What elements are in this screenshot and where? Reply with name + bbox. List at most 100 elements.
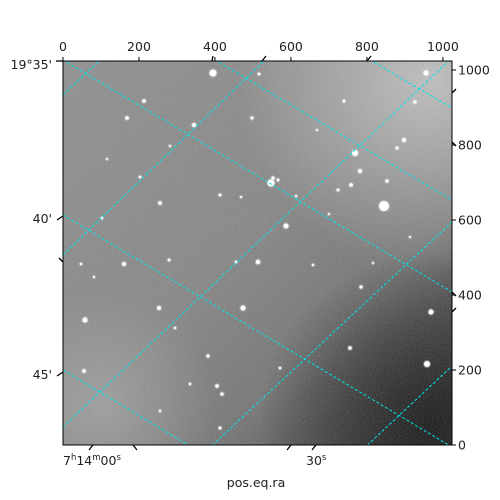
top-tick-label-5: 1000 <box>427 39 459 54</box>
world-tick-5 <box>132 444 138 451</box>
star-34 <box>82 369 86 373</box>
world-tick-11 <box>451 88 457 94</box>
star-16 <box>142 99 146 103</box>
world-tick-9 <box>261 55 267 62</box>
star-26 <box>336 188 340 192</box>
star-30 <box>276 178 280 182</box>
grid-line-9 <box>366 365 452 445</box>
star-29 <box>271 176 275 180</box>
grid-line-4 <box>370 61 452 109</box>
star-23 <box>395 146 399 150</box>
star-36 <box>167 258 171 262</box>
plot-frame <box>62 60 453 446</box>
top-tick-label-4: 800 <box>355 39 379 54</box>
grid-line-5 <box>63 61 100 96</box>
star-17 <box>250 116 254 120</box>
top-tick-label-0: 0 <box>59 39 67 54</box>
grid-line-1 <box>63 214 450 445</box>
star-field <box>78 68 435 431</box>
star-44 <box>173 326 177 330</box>
star-11 <box>157 306 161 310</box>
star-52 <box>328 213 330 215</box>
ra-tick-label-2: 30s <box>306 453 327 468</box>
world-tick-1 <box>56 215 64 221</box>
dec-tick-label-3: 45' <box>33 367 52 382</box>
star-2 <box>267 179 275 187</box>
sky-image <box>63 61 452 445</box>
star-4 <box>423 70 429 76</box>
star-47 <box>106 158 108 160</box>
grid-line-7 <box>63 61 450 428</box>
world-tick-6 <box>286 444 292 451</box>
star-33 <box>206 354 210 358</box>
world-tick-4 <box>88 444 94 451</box>
star-0 <box>209 69 217 77</box>
star-50 <box>92 275 96 279</box>
star-31 <box>215 384 219 388</box>
coordinate-grid <box>63 61 452 445</box>
star-49 <box>158 409 162 413</box>
right-tick-label-0: 0 <box>458 438 466 453</box>
star-3 <box>352 150 358 156</box>
world-ticks <box>56 55 457 451</box>
star-25 <box>413 100 417 104</box>
star-8 <box>82 317 88 323</box>
world-tick-3 <box>56 371 64 377</box>
world-tick-2 <box>58 257 64 263</box>
star-13 <box>192 123 196 127</box>
star-27 <box>218 193 222 197</box>
star-43 <box>234 260 238 264</box>
star-10 <box>255 259 261 265</box>
star-15 <box>158 201 162 205</box>
world-tick-14 <box>451 307 457 313</box>
star-55 <box>409 236 411 238</box>
pixel-ticks: 0 200 400 600 800 1000 0 200 400 600 800 1000 <box>59 39 490 453</box>
right-tick-label-2: 400 <box>458 288 482 303</box>
top-tick-label-3: 600 <box>279 39 303 54</box>
dec-tick-label-2: 40' <box>33 211 52 226</box>
star-45 <box>294 194 298 198</box>
star-5 <box>428 309 434 315</box>
star-28 <box>257 72 261 76</box>
right-tick-label-3: 600 <box>458 213 482 228</box>
world-tick-12 <box>451 141 457 147</box>
x-axis-title: pos.eq.ra <box>227 475 285 490</box>
world-tick-13 <box>451 291 457 297</box>
star-41 <box>79 262 83 266</box>
star-19 <box>349 183 353 187</box>
star-7 <box>240 305 246 311</box>
grid-line-6 <box>63 61 265 256</box>
star-9 <box>283 223 289 229</box>
right-tick-label-4: 800 <box>458 138 482 153</box>
star-14 <box>125 116 129 120</box>
world-tick-10 <box>366 55 372 62</box>
top-tick-label-2: 400 <box>203 39 227 54</box>
top-tick-label-1: 200 <box>127 39 151 54</box>
star-51 <box>239 195 243 199</box>
right-tick-label-1: 200 <box>458 363 482 378</box>
star-12 <box>122 262 126 266</box>
ra-tick-label-1: 7h14m00s <box>63 453 121 468</box>
star-22 <box>402 138 406 142</box>
star-20 <box>359 285 363 289</box>
star-48 <box>188 382 192 386</box>
grid-line-3 <box>215 61 452 201</box>
world-tick-8 <box>211 55 214 62</box>
dec-tick-label-1: 19°35' <box>11 57 53 72</box>
star-24 <box>385 179 389 183</box>
grid-line-0 <box>63 61 452 293</box>
right-tick-label-5: 1000 <box>458 63 490 78</box>
grid-line-2 <box>63 369 190 445</box>
star-6 <box>424 361 430 367</box>
star-35 <box>138 175 142 179</box>
star-32 <box>220 392 224 396</box>
grid-line-8 <box>211 221 452 445</box>
star-42 <box>311 263 315 267</box>
star-18 <box>358 169 362 173</box>
star-39 <box>342 99 346 103</box>
world-tick-7 <box>311 444 317 451</box>
star-53 <box>372 262 374 264</box>
star-38 <box>278 366 282 370</box>
star-46 <box>168 144 172 148</box>
